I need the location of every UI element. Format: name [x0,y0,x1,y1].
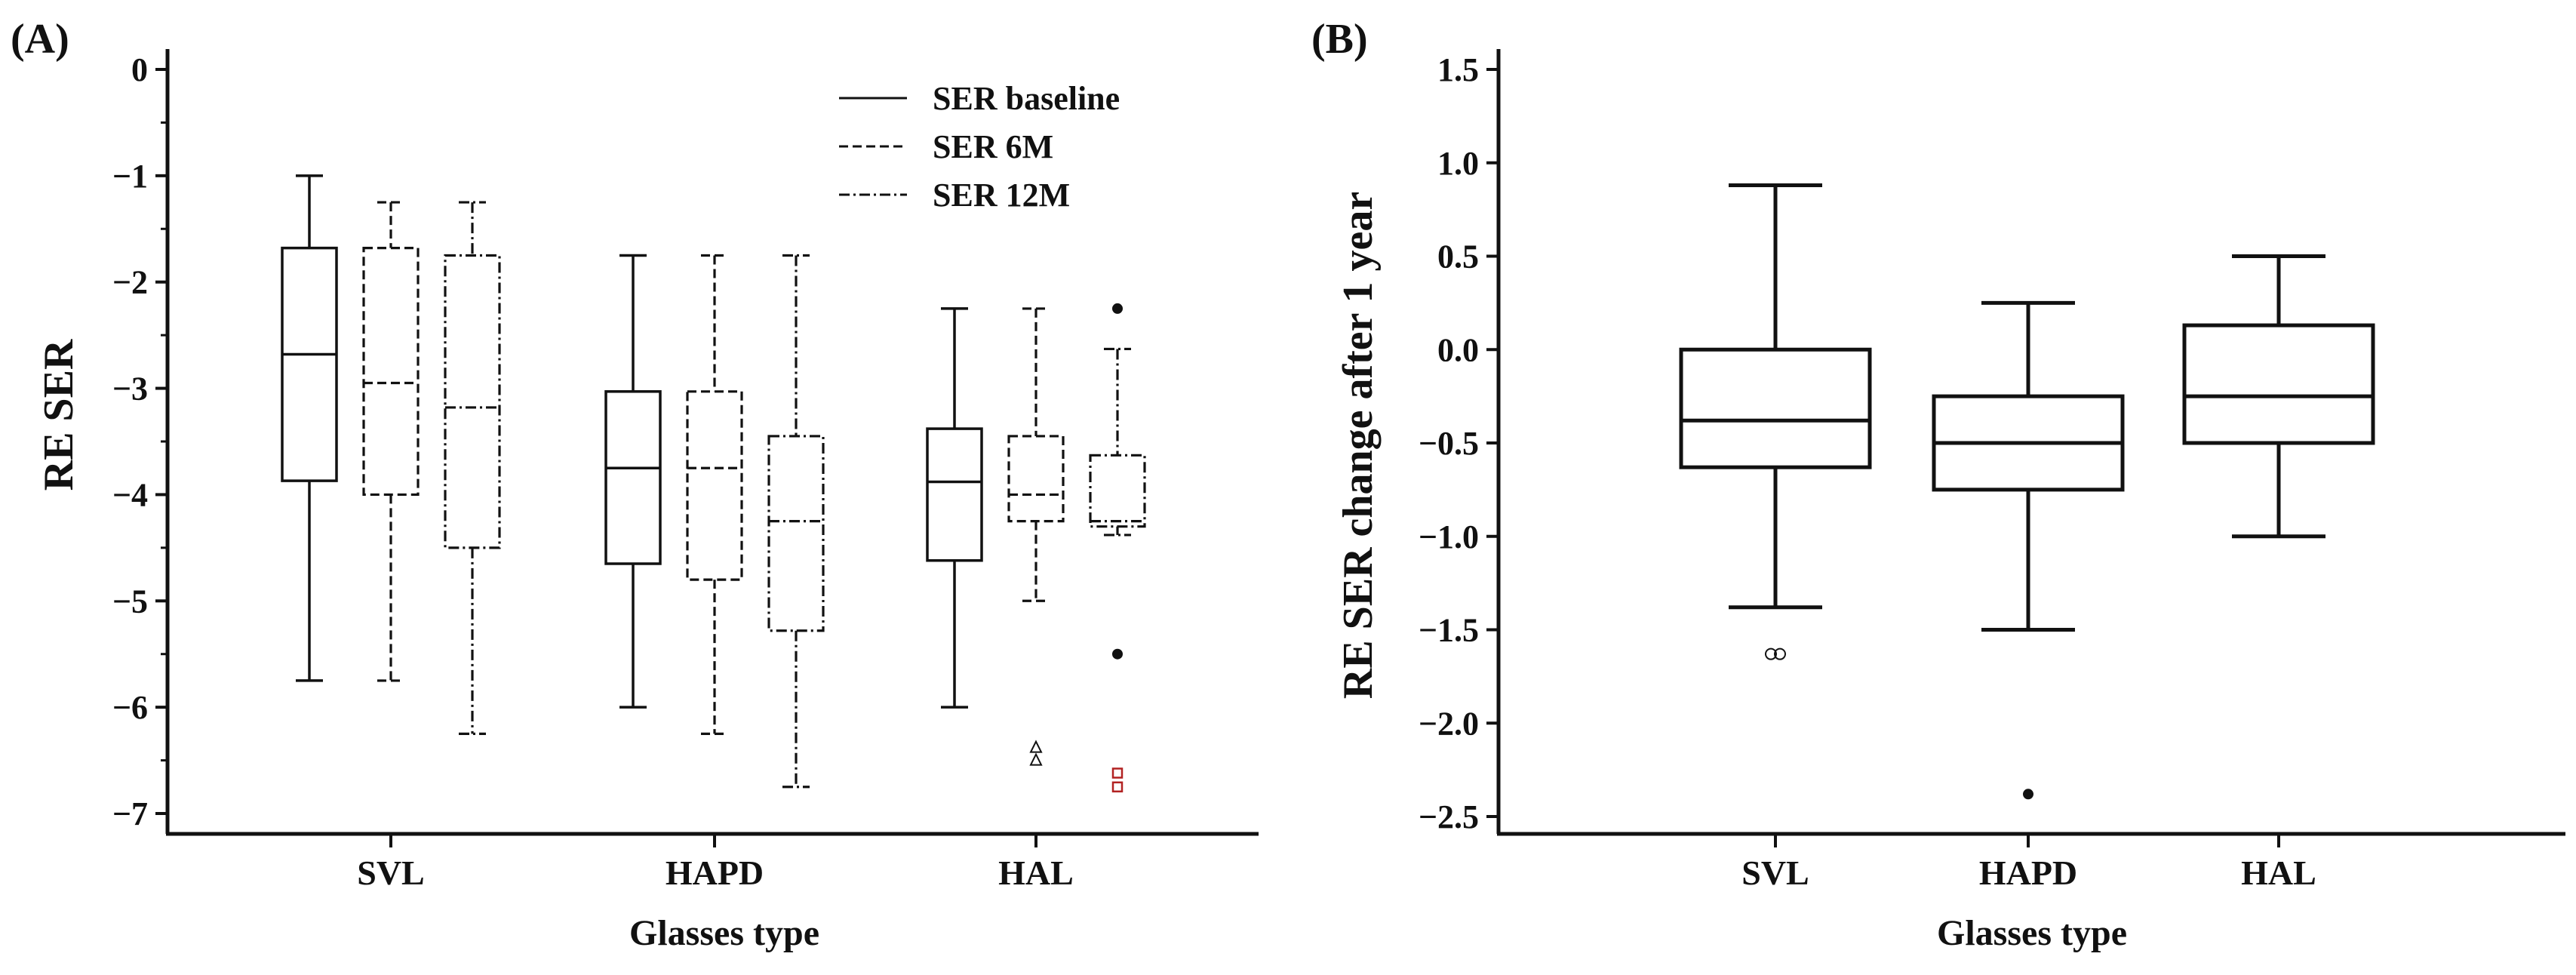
panel-b-label: (B) [1311,16,1368,63]
box-iqr [926,427,983,562]
y-tick-label: 1.0 [1437,145,1479,182]
y-tick-label: −0.5 [1419,425,1479,462]
box-iqr [444,254,501,549]
panel-a-axes: 0 −1 −2 −3 −4 −5 −6 −7 SVL HAPD HAL [112,49,1259,892]
x-tick-label: HAPD [666,854,764,892]
panel-b-axes: 1.5 1.0 0.5 0.0 −0.5 −1.0 −1.5 −2.0 −2.5 SVL HAPD H… [1419,49,2565,892]
outlier-square [1111,767,1124,779]
panel-a-x-axis-title: Glasses type [629,913,819,953]
legend-label: SER 12M [933,177,1070,214]
box-iqr [281,246,338,482]
box-iqr [767,435,825,632]
y-tick-label: −2.5 [1419,798,1479,835]
panel-a-label: (A) [11,16,69,63]
y-tick-label: 0 [131,51,148,88]
box-hal-ser-change [2182,254,2375,539]
panel-b-plot-area [1679,183,2375,800]
y-tick-label: −2.0 [1419,705,1479,742]
box-hapd-ser-12m [767,254,825,789]
x-tick-label: HAPD [1979,854,2077,892]
outlier-dot [1112,648,1123,660]
x-tick-label: SVL [357,854,424,892]
outlier-dot [2023,789,2033,800]
box-iqr [362,247,420,497]
box-hapd-ser-change [1932,300,2125,800]
panel-a-legend: SER baseline SER 6M SER 12M [839,80,1120,214]
box-hal-ser-baseline [926,307,983,709]
box-hapd-ser-6m [686,254,743,735]
outlier-square [1111,781,1124,793]
box-iqr [2182,323,2375,445]
box-iqr [604,390,662,565]
box-iqr [1007,435,1065,523]
y-tick-label: −1.5 [1419,612,1479,649]
y-tick-label: −1.0 [1419,518,1479,555]
y-tick-label: −7 [112,795,148,832]
box-hal-ser-6m [1007,307,1065,766]
y-tick-label: −1 [112,158,148,195]
y-tick-label: −6 [112,689,148,726]
y-tick-label: −4 [112,476,148,513]
box-hal-ser-12m [1089,303,1146,793]
y-tick-label: 0.0 [1437,331,1479,368]
x-tick-label: HAL [998,854,1074,892]
panel-b-x-axis-title: Glasses type [1937,913,2127,953]
box-hapd-ser-baseline [604,254,662,709]
box-svl-ser-baseline [281,174,338,682]
box-svl-ser-6m [362,201,420,682]
panel-b: (B) Glasses type RE SER change after 1 y… [1311,16,2565,953]
outlier-circle [1774,647,1786,660]
box-iqr [1679,347,1872,469]
box-svl-ser-change [1679,183,1872,660]
outlier-dot [1112,303,1123,314]
outlier-triangle [1029,752,1043,766]
box-iqr [1089,454,1146,528]
x-tick-label: SVL [1741,854,1809,892]
y-tick-label: 0.5 [1437,238,1479,275]
panel-a: (A) Glasses type RE SER 0 −1 −2 −3 −4 −5 −6 −7 S… [11,16,1259,953]
box-iqr [686,390,743,581]
y-tick-label: −3 [112,371,148,408]
outlier-triangle [1029,740,1043,753]
legend-label: SER 6M [933,128,1053,165]
x-tick-label: HAL [2241,854,2316,892]
y-tick-label: −5 [112,583,148,620]
outlier-circle [1765,647,1777,660]
y-tick-label: −2 [112,264,148,301]
box-svl-ser-12m [444,201,501,735]
panel-a-y-axis-title: RE SER [35,339,82,491]
panel-b-y-axis-title: RE SER change after 1 year [1335,192,1382,699]
legend-label: SER baseline [933,80,1120,117]
panel-a-plot-area [281,174,1146,793]
y-tick-label: 1.5 [1437,51,1479,88]
